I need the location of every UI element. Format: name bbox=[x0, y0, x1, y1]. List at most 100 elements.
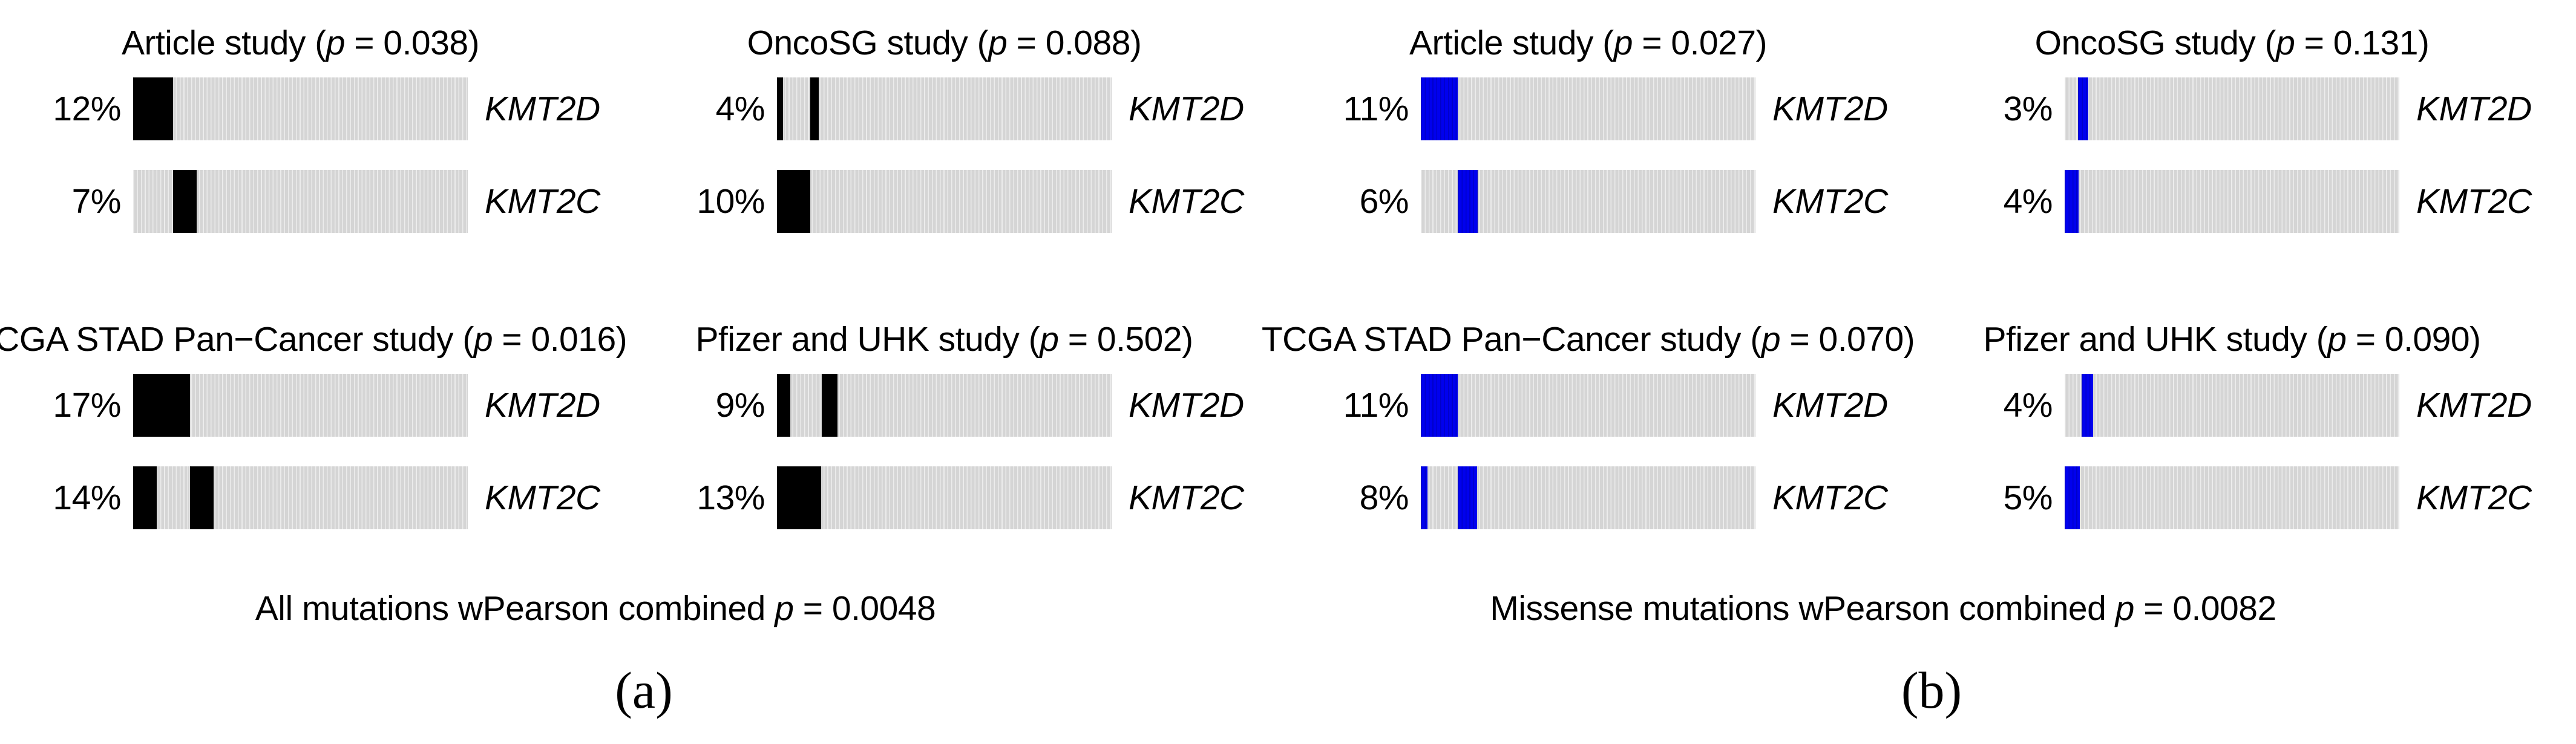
study-title: Article study (p = 0.038) bbox=[122, 24, 480, 62]
pct-label: 6% bbox=[1359, 182, 1409, 221]
pct-label: 5% bbox=[2003, 478, 2053, 517]
mutation-mark bbox=[777, 170, 811, 233]
gene-row: 11% KMT2D bbox=[1288, 374, 1932, 437]
study-pfizer-b: Pfizer and UHK study (p = 0.090) 4% KMT2… bbox=[1932, 296, 2575, 529]
panel-letter-a: (a) bbox=[615, 661, 673, 719]
mutation-mark bbox=[1457, 170, 1478, 233]
gene-label: KMT2C bbox=[2416, 478, 2532, 517]
pct-label: 8% bbox=[1359, 478, 1409, 517]
study-title-pvalue: = 0.502) bbox=[1058, 320, 1193, 359]
panel-a: Article study (p = 0.038) 12% KMT2D 7% K… bbox=[0, 0, 1288, 719]
p-symbol: p bbox=[1761, 320, 1781, 359]
oncoprint-bar bbox=[777, 466, 1112, 529]
study-article-b: Article study (p = 0.027) 11% KMT2D 6% K… bbox=[1288, 0, 1932, 233]
p-symbol: p bbox=[473, 320, 493, 359]
study-title-text: Pfizer and UHK study ( bbox=[1983, 320, 2328, 359]
study-title-pvalue: = 0.027) bbox=[1632, 24, 1768, 62]
oncoprint-bar bbox=[133, 77, 468, 140]
mutation-mark bbox=[810, 77, 819, 140]
gene-row: 4% KMT2D bbox=[1932, 374, 2575, 437]
gene-row: 5% KMT2C bbox=[1932, 466, 2575, 529]
study-title-pvalue: = 0.038) bbox=[344, 24, 480, 62]
panel-b: Article study ( p = 0.027) 11% KMT2D 6% K… bbox=[1262, 0, 2575, 744]
gene-row: 8% KMT2C bbox=[1288, 466, 1932, 529]
oncoprint-bar bbox=[1421, 77, 1755, 140]
gene-label: KMT2D bbox=[2416, 386, 2532, 425]
pct-label: 11% bbox=[1343, 90, 1409, 128]
mutation-mark bbox=[2078, 77, 2088, 140]
gene-row: 17% KMT2D bbox=[0, 374, 644, 437]
gene-row: 4% KMT2C bbox=[1932, 170, 2575, 233]
gene-row: 14% KMT2C bbox=[0, 466, 644, 529]
combined-p-value: = 0.0048 bbox=[793, 589, 936, 628]
gene-label: KMT2D bbox=[1772, 90, 1888, 128]
panel-letter-b: (b) bbox=[1901, 661, 1962, 719]
mutation-mark bbox=[2081, 374, 2094, 437]
gene-row: 3% KMT2D bbox=[1932, 77, 2575, 140]
oncoprint-bar bbox=[2065, 77, 2399, 140]
oncoprint-bar bbox=[2065, 374, 2399, 437]
pct-label: 11% bbox=[1343, 386, 1409, 425]
gene-row: 9% KMT2D bbox=[644, 374, 1288, 437]
pct-label: 4% bbox=[715, 90, 765, 128]
study-tcga-a: TCGA STAD Pan−Cancer study (p = 0.016) 1… bbox=[0, 296, 644, 529]
oncoprint-bar bbox=[1421, 374, 1755, 437]
study-title-text: Pfizer and UHK study ( bbox=[695, 320, 1040, 359]
study-title-pvalue: = 0.088) bbox=[1007, 24, 1142, 62]
pct-label: 3% bbox=[2003, 90, 2053, 128]
study-tcga-b: TCGA STAD Pan−Cancer study (p = 0.070) 1… bbox=[1262, 296, 1932, 529]
study-title-text: Article study ( bbox=[1409, 24, 1614, 62]
oncoprint-bar bbox=[2065, 170, 2399, 233]
mutation-mark bbox=[777, 374, 791, 437]
oncoprint-bar bbox=[133, 466, 468, 529]
gene-label: KMT2C bbox=[485, 182, 600, 221]
p-symbol: p bbox=[326, 24, 346, 62]
study-title: Pfizer and UHK study (p = 0.090) bbox=[1984, 321, 2482, 358]
gene-label: KMT2D bbox=[1129, 90, 1244, 128]
gene-row: 11% KMT2D bbox=[1288, 77, 1932, 140]
p-symbol: p bbox=[775, 589, 794, 628]
study-pfizer-a: Pfizer and UHK study (p = 0.502) 9% KMT2… bbox=[644, 296, 1288, 529]
mutation-mark bbox=[1421, 466, 1427, 529]
study-title-pvalue: = 0.131) bbox=[2295, 24, 2430, 62]
oncoprint-bar bbox=[1421, 466, 1755, 529]
combined-p-prefix: All mutations wPearson combined bbox=[255, 589, 775, 628]
mutation-mark bbox=[133, 77, 174, 140]
mutation-mark bbox=[133, 466, 157, 529]
gene-row: 13% KMT2C bbox=[644, 466, 1288, 529]
pct-label: 4% bbox=[2003, 182, 2053, 221]
oncoprint-bar bbox=[1421, 170, 1755, 233]
gene-row: 10% KMT2C bbox=[644, 170, 1288, 233]
study-oncosg-b: OncoSG study (p = 0.131) 3% KMT2D 4% KMT… bbox=[1932, 0, 2575, 233]
gene-label: KMT2C bbox=[1129, 478, 1244, 517]
pct-label: 12% bbox=[53, 90, 121, 128]
mutation-mark bbox=[777, 466, 821, 529]
pct-label: 10% bbox=[696, 182, 765, 221]
study-title: OncoSG study (p = 0.131) bbox=[2035, 24, 2430, 62]
oncoprint-bar bbox=[133, 374, 468, 437]
gene-label: KMT2D bbox=[485, 90, 600, 128]
combined-p-text: All mutations wPearson combined p = 0.00… bbox=[0, 590, 1239, 627]
oncoprint-bar bbox=[133, 170, 468, 233]
combined-p-value: = 0.0082 bbox=[2134, 589, 2276, 628]
combined-p-text: Missense mutations wPearson combined p =… bbox=[1239, 590, 2527, 627]
p-symbol: p bbox=[2115, 589, 2135, 628]
gene-row: 12% KMT2D bbox=[0, 77, 644, 140]
mutation-mark bbox=[2065, 170, 2079, 233]
study-oncosg-a: OncoSG study (p = 0.088) 4% KMT2D 10% KM… bbox=[644, 0, 1288, 233]
mutation-mark bbox=[777, 77, 783, 140]
oncoprint-bar bbox=[2065, 466, 2399, 529]
gene-label: KMT2C bbox=[485, 478, 600, 517]
pct-label: 17% bbox=[53, 386, 121, 425]
gene-label: KMT2C bbox=[1129, 182, 1244, 221]
mutation-mark bbox=[2065, 466, 2080, 529]
study-title-text: Article study ( bbox=[121, 24, 326, 62]
oncoprint-bar bbox=[777, 170, 1112, 233]
study-title: OncoSG study (p = 0.088) bbox=[747, 24, 1142, 62]
pct-label: 9% bbox=[715, 386, 765, 425]
mutation-mark bbox=[1457, 466, 1477, 529]
gene-label: KMT2C bbox=[1772, 478, 1888, 517]
mutation-mark bbox=[1421, 77, 1458, 140]
mutation-mark bbox=[133, 374, 190, 437]
